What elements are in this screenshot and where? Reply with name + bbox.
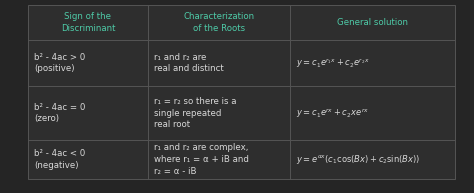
Text: r₁ = r₂ so there is a
single repeated
real root: r₁ = r₂ so there is a single repeated re… (154, 97, 237, 129)
Text: General solution: General solution (337, 18, 408, 27)
Text: b² - 4ac > 0
(positive): b² - 4ac > 0 (positive) (34, 53, 85, 73)
Text: r₁ and r₂ are
real and distinct: r₁ and r₂ are real and distinct (154, 53, 224, 73)
Text: $y = e^{\alpha x} (c_1 \cos(Bx) + c_2 \sin(Bx))$: $y = e^{\alpha x} (c_1 \cos(Bx) + c_2 \s… (296, 153, 420, 166)
Text: $y = c_1 e^{r_1 x} + c_2 e^{r_2 x}$: $y = c_1 e^{r_1 x} + c_2 e^{r_2 x}$ (296, 56, 370, 70)
Text: Characterization
of the Roots: Characterization of the Roots (183, 12, 255, 33)
Text: r₁ and r₂ are complex,
where r₁ = α + iB and
r₂ = α - iB: r₁ and r₂ are complex, where r₁ = α + iB… (154, 143, 249, 176)
Text: $y = c_1 e^{rx} + c_2 x e^{rx}$: $y = c_1 e^{rx} + c_2 x e^{rx}$ (296, 106, 369, 120)
Text: b² - 4ac < 0
(negative): b² - 4ac < 0 (negative) (34, 149, 85, 170)
Text: b² - 4ac = 0
(zero): b² - 4ac = 0 (zero) (34, 103, 85, 123)
Text: Sign of the
Discriminant: Sign of the Discriminant (61, 12, 115, 33)
